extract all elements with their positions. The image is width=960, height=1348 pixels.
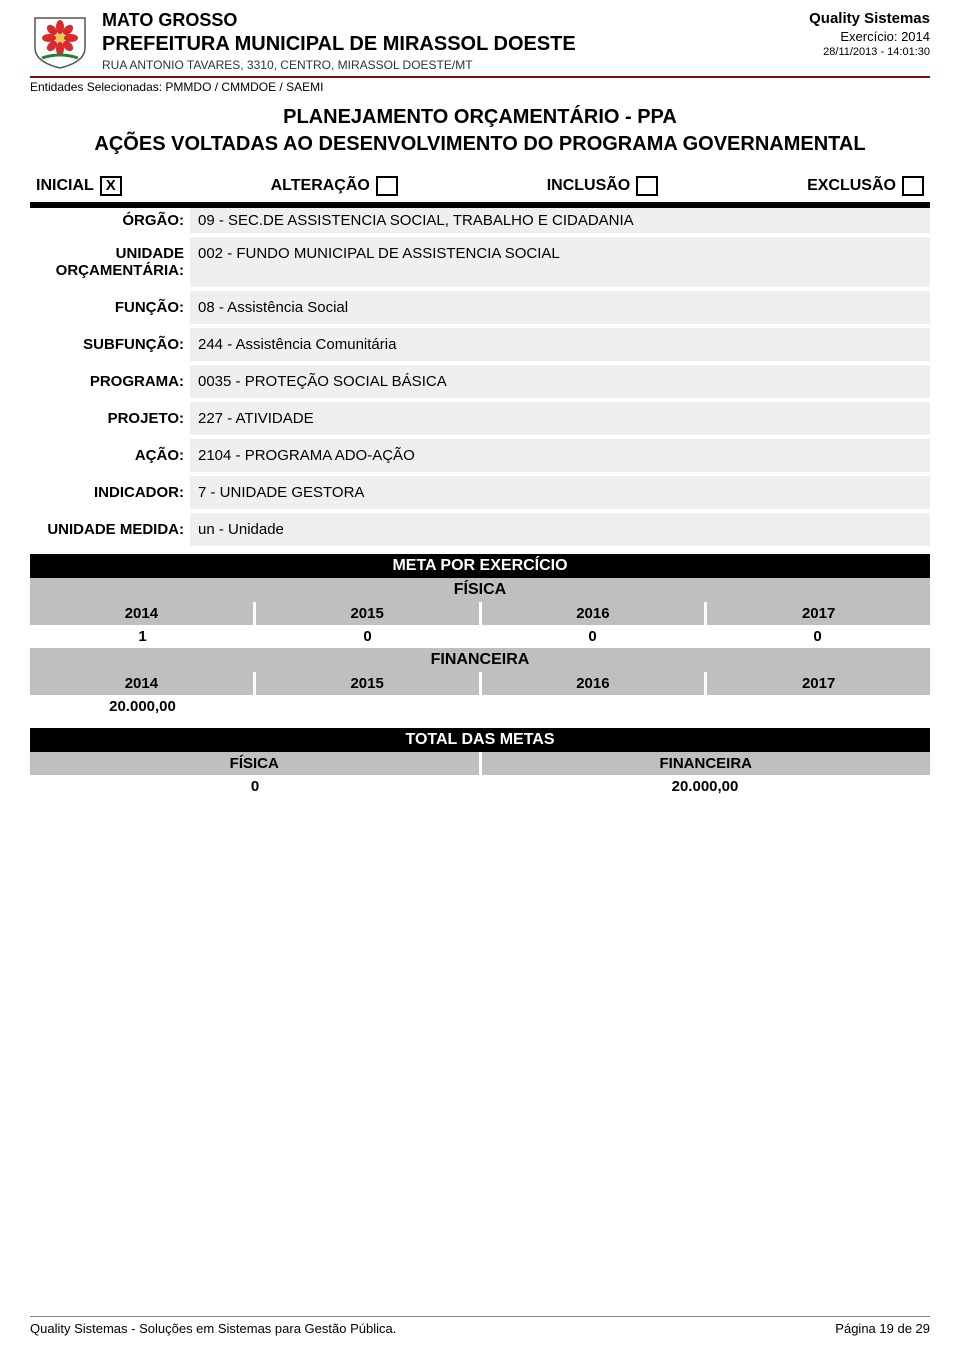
totals-fisica-label: FÍSICA (30, 752, 482, 775)
option-exclusao-label: EXCLUSÃO (807, 177, 896, 195)
option-inicial: INICIAL X (36, 176, 122, 196)
footer-right: Página 19 de 29 (835, 1321, 930, 1336)
header-text: MATO GROSSO PREFEITURA MUNICIPAL DE MIRA… (102, 10, 576, 72)
label-funcao: FUNÇÃO: (30, 291, 190, 324)
row-acao: AÇÃO: 2104 - PROGRAMA ADO-AÇÃO (30, 439, 930, 476)
fin-val-2 (480, 695, 705, 718)
report-title: PLANEJAMENTO ORÇAMENTÁRIO - PPA AÇÕES VO… (30, 104, 930, 158)
vendor-name: Quality Sistemas (809, 10, 930, 27)
option-inclusao-label: INCLUSÃO (547, 177, 631, 195)
timestamp: 28/11/2013 - 14:01:30 (809, 46, 930, 58)
label-unidade-orc: UNIDADE ORÇAMENTÁRIA: (30, 237, 190, 287)
coat-of-arms-icon (30, 10, 90, 70)
exercise-label: Exercício: 2014 (809, 29, 930, 44)
value-acao: 2104 - PROGRAMA ADO-AÇÃO (190, 439, 930, 472)
year-0: 2014 (30, 602, 256, 625)
option-alteracao-label: ALTERAÇÃO (271, 177, 370, 195)
fisica-val-0: 1 (30, 625, 255, 648)
meta-fisica-years: 2014 2015 2016 2017 (30, 602, 930, 625)
label-orgao: ÓRGÃO: (30, 208, 190, 233)
org-name: PREFEITURA MUNICIPAL DE MIRASSOL DOESTE (102, 33, 576, 56)
row-orgao: ÓRGÃO: 09 - SEC.DE ASSISTENCIA SOCIAL, T… (30, 208, 930, 237)
header-left: MATO GROSSO PREFEITURA MUNICIPAL DE MIRA… (30, 10, 576, 72)
label-indicador: INDICADOR: (30, 476, 190, 509)
year-3: 2017 (707, 602, 930, 625)
totals-fisica-value: 0 (30, 775, 480, 798)
option-alteracao: ALTERAÇÃO (271, 176, 398, 196)
value-indicador: 7 - UNIDADE GESTORA (190, 476, 930, 509)
value-unidade-medida: un - Unidade (190, 513, 930, 546)
fyear-2: 2016 (482, 672, 708, 695)
value-subfuncao: 244 - Assistência Comunitária (190, 328, 930, 361)
totals-values: 0 20.000,00 (30, 775, 930, 798)
year-1: 2015 (256, 602, 482, 625)
value-projeto: 227 - ATIVIDADE (190, 402, 930, 435)
footer: Quality Sistemas - Soluções em Sistemas … (30, 1316, 930, 1336)
totals-financeira-value: 20.000,00 (480, 775, 930, 798)
label-acao: AÇÃO: (30, 439, 190, 472)
header-right: Quality Sistemas Exercício: 2014 28/11/2… (809, 10, 930, 58)
value-unidade-orc: 002 - FUNDO MUNICIPAL DE ASSISTENCIA SOC… (190, 237, 930, 287)
fisica-val-2: 0 (480, 625, 705, 648)
row-projeto: PROJETO: 227 - ATIVIDADE (30, 402, 930, 439)
label-subfuncao: SUBFUNÇÃO: (30, 328, 190, 361)
fyear-3: 2017 (707, 672, 930, 695)
fisica-val-3: 0 (705, 625, 930, 648)
option-inclusao-box (636, 176, 658, 196)
value-orgao: 09 - SEC.DE ASSISTENCIA SOCIAL, TRABALHO… (190, 208, 930, 233)
meta-fisica-values: 1 0 0 0 (30, 625, 930, 648)
row-programa: PROGRAMA: 0035 - PROTEÇÃO SOCIAL BÁSICA (30, 365, 930, 402)
option-exclusao-box (902, 176, 924, 196)
totals-title-bar: TOTAL DAS METAS (30, 728, 930, 752)
option-inicial-label: INICIAL (36, 177, 94, 195)
row-indicador: INDICADOR: 7 - UNIDADE GESTORA (30, 476, 930, 513)
label-programa: PROGRAMA: (30, 365, 190, 398)
fisica-val-1: 0 (255, 625, 480, 648)
fyear-0: 2014 (30, 672, 256, 695)
title-line2: AÇÕES VOLTADAS AO DESENVOLVIMENTO DO PRO… (30, 131, 930, 158)
fyear-1: 2015 (256, 672, 482, 695)
org-address: RUA ANTONIO TAVARES, 3310, CENTRO, MIRAS… (102, 58, 576, 72)
fin-val-1 (255, 695, 480, 718)
title-line1: PLANEJAMENTO ORÇAMENTÁRIO - PPA (30, 104, 930, 131)
option-inclusao: INCLUSÃO (547, 176, 659, 196)
row-funcao: FUNÇÃO: 08 - Assistência Social (30, 291, 930, 328)
meta-fisica-bar: FÍSICA (30, 578, 930, 602)
meta-financeira-bar: FINANCEIRA (30, 648, 930, 672)
fin-val-3 (705, 695, 930, 718)
state-name: MATO GROSSO (102, 10, 576, 31)
option-exclusao: EXCLUSÃO (807, 176, 924, 196)
value-funcao: 08 - Assistência Social (190, 291, 930, 324)
totals-financeira-label: FINANCEIRA (482, 752, 931, 775)
totals-headers: FÍSICA FINANCEIRA (30, 752, 930, 775)
value-programa: 0035 - PROTEÇÃO SOCIAL BÁSICA (190, 365, 930, 398)
label-unidade-medida: UNIDADE MEDIDA: (30, 513, 190, 546)
meta-financeira-values: 20.000,00 (30, 695, 930, 718)
footer-left: Quality Sistemas - Soluções em Sistemas … (30, 1321, 396, 1336)
page: MATO GROSSO PREFEITURA MUNICIPAL DE MIRA… (0, 0, 960, 1348)
label-projeto: PROJETO: (30, 402, 190, 435)
meta-title-bar: META POR EXERCÍCIO (30, 554, 930, 578)
row-unidade-medida: UNIDADE MEDIDA: un - Unidade (30, 513, 930, 550)
row-subfuncao: SUBFUNÇÃO: 244 - Assistência Comunitária (30, 328, 930, 365)
meta-financeira-years: 2014 2015 2016 2017 (30, 672, 930, 695)
option-inicial-box: X (100, 176, 122, 196)
fin-val-0: 20.000,00 (30, 695, 255, 718)
option-alteracao-box (376, 176, 398, 196)
header: MATO GROSSO PREFEITURA MUNICIPAL DE MIRA… (30, 10, 930, 78)
row-unidade-orc: UNIDADE ORÇAMENTÁRIA: 002 - FUNDO MUNICI… (30, 237, 930, 291)
year-2: 2016 (482, 602, 708, 625)
options-row: INICIAL X ALTERAÇÃO INCLUSÃO EXCLUSÃO (36, 176, 924, 196)
entities-line: Entidades Selecionadas: PMMDO / CMMDOE /… (30, 80, 930, 94)
